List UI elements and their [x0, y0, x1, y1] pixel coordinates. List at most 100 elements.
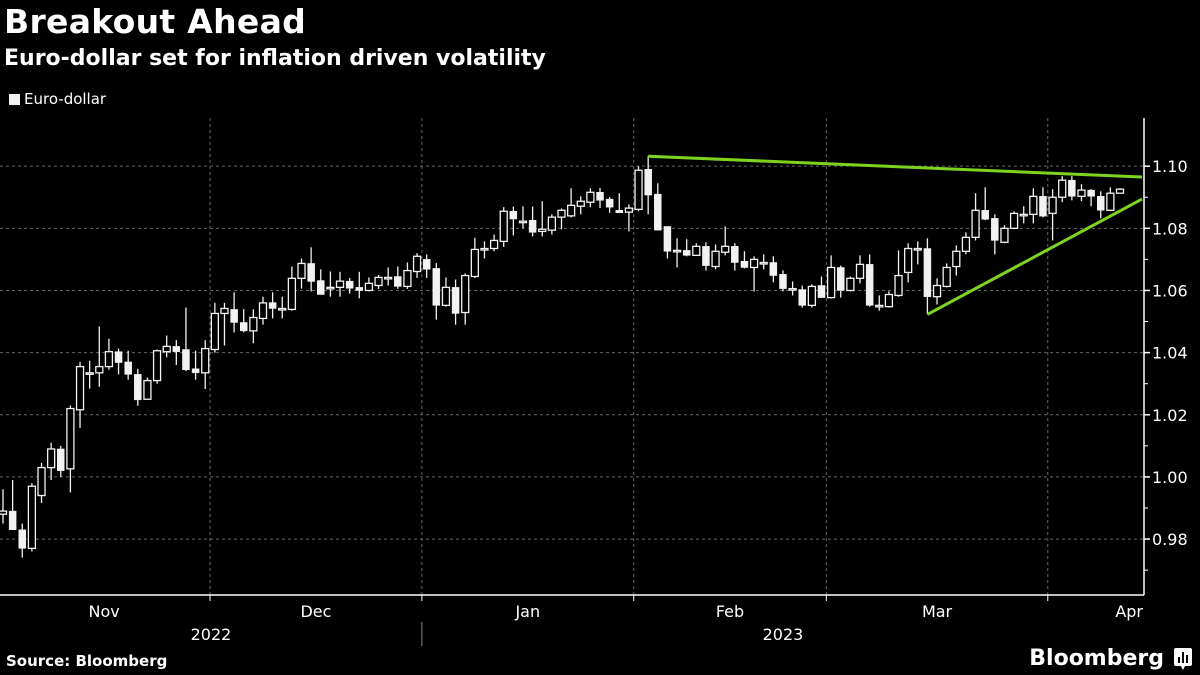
candle-body-up	[807, 285, 817, 307]
candle	[0, 489, 8, 524]
candle-body-up	[412, 255, 422, 273]
candle	[85, 360, 94, 389]
candle	[335, 271, 345, 297]
candle	[412, 253, 422, 279]
candle	[692, 243, 701, 257]
candle-body-up	[287, 277, 297, 311]
candle-body-down	[191, 368, 200, 374]
candle-body-up	[538, 228, 547, 233]
candle	[1058, 176, 1067, 203]
candle	[278, 296, 287, 319]
candle	[711, 244, 720, 270]
candle	[576, 196, 585, 215]
legend: Euro-dollar	[9, 90, 106, 108]
candle	[942, 263, 951, 288]
candle	[509, 206, 518, 236]
candle-body-up	[95, 365, 104, 374]
candle-body-down	[230, 309, 238, 323]
candle-body-up	[1000, 227, 1009, 243]
candle-body-up	[75, 365, 85, 411]
candle	[740, 251, 749, 269]
candle	[749, 256, 759, 292]
candle-body-up	[913, 247, 922, 251]
candle	[991, 214, 999, 255]
candle-body-up	[403, 269, 412, 288]
candle-body-up	[499, 210, 508, 243]
legend-swatch	[9, 93, 20, 105]
y-tick-label: 1.04	[1152, 344, 1188, 363]
y-tick-label: 1.00	[1152, 468, 1188, 487]
candle	[441, 277, 451, 307]
candle	[394, 266, 402, 289]
candle-body-down	[422, 259, 431, 270]
candle	[557, 208, 566, 230]
candle	[317, 269, 325, 295]
candle-body-up	[66, 407, 75, 470]
candle-body-down	[355, 287, 364, 291]
candle-body-up	[1077, 189, 1086, 197]
candle	[249, 309, 258, 344]
candle	[268, 292, 277, 319]
candle-body-down	[528, 219, 537, 233]
candle-body-up	[1019, 213, 1028, 217]
candle	[403, 262, 412, 289]
candle-body-up	[489, 239, 499, 250]
candle	[721, 226, 730, 256]
candle-body-down	[509, 210, 518, 220]
candle-body-up	[1009, 212, 1019, 229]
candle	[1048, 189, 1057, 241]
candle	[855, 255, 865, 284]
candle-body-up	[210, 312, 219, 351]
candle	[788, 281, 797, 296]
candle-body-down	[432, 268, 441, 306]
candle	[769, 256, 778, 283]
candle	[258, 296, 268, 325]
candle	[374, 274, 383, 289]
candle	[162, 335, 171, 358]
candle-body-up	[586, 191, 595, 203]
candle	[1068, 176, 1076, 201]
candle	[682, 239, 691, 257]
source-note: Source: Bloomberg	[6, 652, 168, 670]
candle-body-down	[18, 529, 27, 549]
support-trendline	[926, 197, 1143, 316]
candle	[239, 309, 248, 333]
candle	[46, 442, 56, 481]
candle-body-down	[394, 276, 402, 287]
candle	[798, 285, 806, 308]
candle	[1077, 184, 1086, 202]
candle	[57, 445, 65, 477]
candle-body-up	[249, 316, 258, 332]
brand-text: Bloomberg	[1029, 646, 1164, 671]
candle	[605, 197, 614, 213]
candle	[18, 523, 27, 558]
candle-body-down	[702, 246, 710, 266]
candle	[596, 187, 604, 209]
candle	[1096, 191, 1105, 219]
candle	[759, 254, 768, 270]
candle-body-up	[566, 204, 576, 217]
candle-body-down	[134, 374, 142, 401]
candle-body-up	[384, 276, 393, 280]
candle-body-down	[837, 267, 845, 291]
candle-body-up	[692, 245, 701, 257]
candle-body-up	[85, 372, 94, 375]
candle-body-down	[682, 250, 691, 256]
candle-body-up	[788, 287, 797, 291]
candle	[1106, 187, 1115, 212]
candle	[461, 273, 470, 325]
candle	[875, 295, 884, 311]
candle	[846, 276, 855, 292]
candle-body-up	[374, 276, 383, 287]
candle-body-up	[0, 510, 8, 515]
candle-body-up	[576, 200, 585, 207]
candle-body-up	[952, 250, 961, 268]
candle	[1087, 189, 1095, 207]
candle-body-down	[615, 210, 624, 214]
candle	[837, 265, 845, 298]
candle-body-up	[557, 209, 566, 218]
candle-body-up	[721, 245, 730, 253]
candle-body-down	[114, 351, 123, 363]
candle-body-down	[8, 510, 17, 530]
